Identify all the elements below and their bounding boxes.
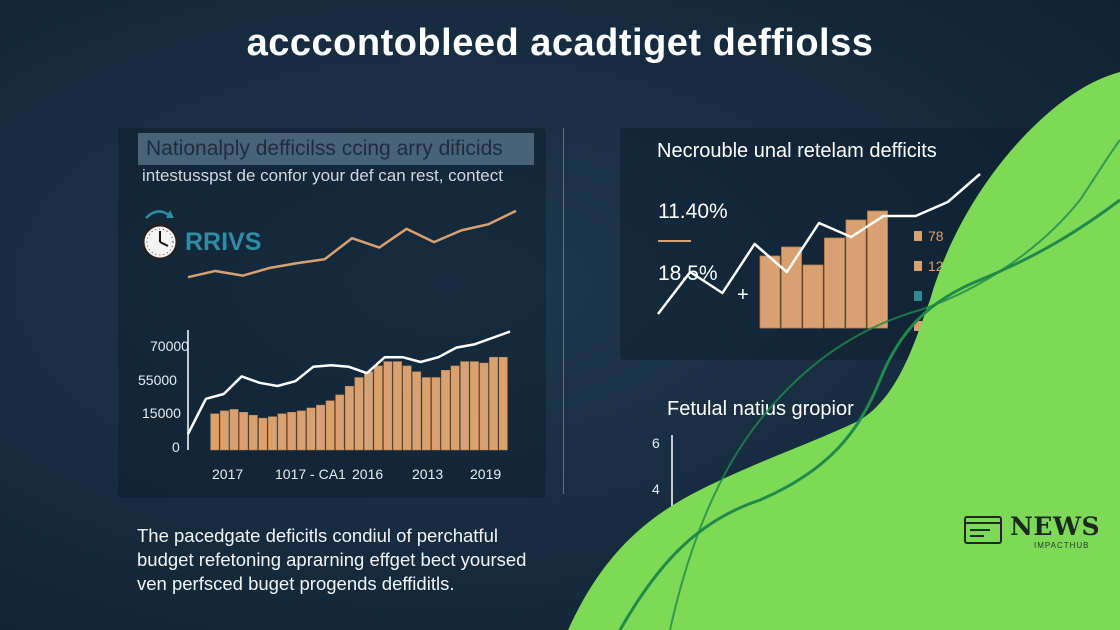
lower-chart-title: Fetulal natius gropior <box>667 398 854 420</box>
bar <box>229 409 239 451</box>
page-title: acccontobleed acadtiget deffiolss <box>246 22 874 64</box>
x-tick-label: 2016 <box>352 466 383 482</box>
bar <box>479 362 489 451</box>
clock-icon <box>141 210 179 261</box>
bar <box>460 361 470 451</box>
brand-name: NEWS <box>1010 512 1101 541</box>
bar <box>781 246 802 329</box>
bar <box>306 407 316 451</box>
bar <box>258 417 268 451</box>
x-tick-label: 2019 <box>470 466 501 482</box>
bar <box>402 365 412 451</box>
bar <box>392 361 402 451</box>
bar <box>344 385 354 451</box>
left-panel-subheading: intestusspst de confor your def can rest… <box>142 166 503 185</box>
y-tick-label: 0 <box>172 439 180 455</box>
left-panel-heading: Nationalply defficilss ccing arry difici… <box>138 133 534 165</box>
bar <box>431 377 441 451</box>
stat-marker <box>658 240 691 242</box>
y-tick-label: 15000 <box>142 405 181 421</box>
bar <box>239 412 249 451</box>
bar <box>498 356 508 451</box>
bar <box>441 370 450 451</box>
bar <box>373 365 383 451</box>
legend-swatch <box>914 261 922 271</box>
legend-label: 12 <box>928 258 944 274</box>
brand-subtitle: IMPACTHUB <box>1034 541 1090 550</box>
legend-label: 78 <box>928 228 944 244</box>
bar <box>287 412 297 451</box>
panel-divider <box>563 128 564 494</box>
paragraph-line: ven perfsced buget progends deffiditls. <box>137 573 455 594</box>
bar <box>450 365 460 451</box>
bar <box>421 377 431 451</box>
wave-line <box>669 139 1120 630</box>
legend-swatch <box>914 231 922 241</box>
bar <box>867 210 888 329</box>
x-tick-label: 1017 - CA1 <box>275 466 346 482</box>
y-tick-label: 70000 <box>150 338 189 354</box>
left-line-chart <box>187 209 517 279</box>
bar <box>845 219 867 329</box>
bar <box>316 404 326 451</box>
plus-sign: + <box>737 284 749 306</box>
right-chart-title: Necrouble unal retelam defficits <box>657 140 937 162</box>
bar <box>219 410 229 451</box>
right-bar-chart <box>657 173 981 329</box>
description-paragraph: The pacedgate deficitls condiul of perch… <box>137 524 557 596</box>
bar <box>268 416 277 451</box>
x-tick-label: 2013 <box>412 466 443 482</box>
bar <box>383 361 393 451</box>
y-tick-label: 55000 <box>138 372 177 388</box>
y-tick-label: 4 <box>652 481 660 497</box>
logo-text: RRIVS <box>185 228 262 256</box>
bar <box>210 413 220 451</box>
bar <box>335 394 345 451</box>
bar <box>489 356 499 451</box>
stat-value-1: 11.40% <box>658 200 728 223</box>
paragraph-line: The pacedgate deficitls condiul of perch… <box>137 525 498 546</box>
legend-swatch <box>914 291 922 301</box>
bar <box>296 410 306 451</box>
bar <box>824 237 845 329</box>
green-wave-shape <box>568 72 1120 630</box>
bar <box>469 361 479 451</box>
legend-swatch <box>914 321 922 331</box>
browser-icon <box>964 516 1002 544</box>
paragraph-line: budget refetoning aprarning effget bect … <box>137 549 527 570</box>
bar <box>325 400 335 451</box>
bar <box>412 371 422 451</box>
x-tick-label: 2017 <box>212 466 243 482</box>
bar <box>277 413 287 451</box>
wave-line <box>618 198 1120 630</box>
left-bar-chart: 70000 55000 15000 0 2017 1017 - CA1 2016… <box>138 330 511 482</box>
bar <box>802 264 824 329</box>
bar <box>248 414 258 451</box>
bar <box>354 377 364 451</box>
y-tick-label: 6 <box>652 435 660 451</box>
